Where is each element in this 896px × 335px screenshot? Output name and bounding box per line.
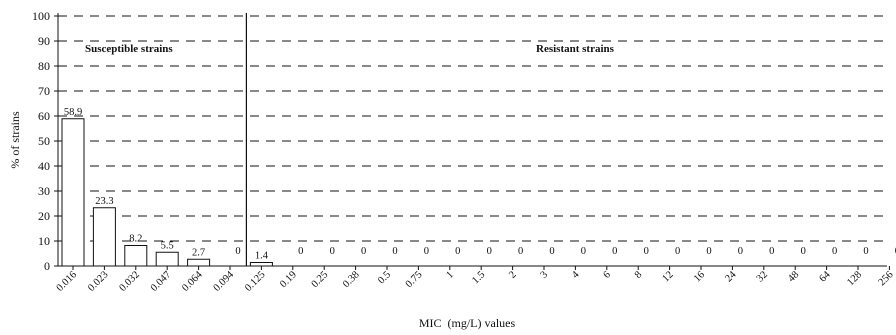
x-tick-label: 1 xyxy=(444,269,455,280)
data-label: 0 xyxy=(769,246,774,257)
data-label: 2.7 xyxy=(192,247,205,258)
data-label: 0 xyxy=(675,246,680,257)
y-tick-label: 10 xyxy=(38,234,50,248)
y-tick-label: 80 xyxy=(38,59,50,73)
x-tick-label: 0.19 xyxy=(278,269,299,290)
bars xyxy=(61,118,273,267)
x-tick-label: 0.38 xyxy=(341,269,362,290)
data-label: 1.4 xyxy=(255,251,269,262)
x-tick-label: 128 xyxy=(845,269,864,288)
bar-0.064 xyxy=(187,258,211,267)
data-label: 8.2 xyxy=(129,234,142,245)
x-tick-label: 0.032 xyxy=(117,269,141,293)
axes xyxy=(54,13,890,270)
data-label: 0 xyxy=(895,246,896,257)
x-axis-title: MIC (mg/L) values xyxy=(419,316,516,330)
data-label: 0 xyxy=(424,246,429,257)
x-tick-label: 0.023 xyxy=(86,269,110,293)
x-tick-label: 24 xyxy=(723,269,739,285)
data-label: 0 xyxy=(392,246,397,257)
y-tick-label: 0 xyxy=(44,259,50,273)
data-label: 0 xyxy=(581,246,586,257)
data-label: 0 xyxy=(330,246,335,257)
y-tick-label: 40 xyxy=(38,159,50,173)
gridlines xyxy=(58,15,887,242)
x-tick-label: 32 xyxy=(755,269,770,284)
bar-0.032 xyxy=(124,245,148,267)
x-tick-label: 4 xyxy=(570,269,582,281)
y-tick-label: 90 xyxy=(38,34,50,48)
x-tick-label: 0.5 xyxy=(376,269,393,286)
data-label: 5.5 xyxy=(161,240,174,251)
x-tick-label: 64 xyxy=(818,269,834,285)
data-label: 0 xyxy=(487,246,492,257)
y-tick-label: 70 xyxy=(38,84,50,98)
y-tick-label: 30 xyxy=(38,184,50,198)
data-label: 0 xyxy=(738,246,743,257)
y-axis-title: % of strains xyxy=(8,111,22,169)
bar-0.125 xyxy=(249,262,273,267)
data-label: 0 xyxy=(801,246,806,257)
x-tick-label: 0.047 xyxy=(149,269,173,293)
x-tick-label: 48 xyxy=(786,269,801,284)
x-tick-label: 256 xyxy=(877,269,896,288)
region-label-resistant: Resistant strains xyxy=(536,43,615,55)
x-tick-labels: 0.016 0.023 0.032 0.047 0.064 0.094 0.125 0.19 0… xyxy=(55,269,896,294)
data-label: 23.3 xyxy=(95,196,113,207)
data-label: 0 xyxy=(298,246,303,257)
data-label: 0 xyxy=(455,246,460,257)
x-tick-label: 0.016 xyxy=(55,269,79,293)
x-tick-label: 16 xyxy=(692,269,707,284)
x-tick-label: 2 xyxy=(507,269,518,280)
data-label: 0 xyxy=(863,246,868,257)
bar-0.047 xyxy=(155,251,179,267)
x-tick-label: 0.25 xyxy=(310,269,331,290)
region-label-susceptible: Susceptible strains xyxy=(85,43,173,55)
y-tick-label: 20 xyxy=(38,209,50,223)
x-tick-label: 8 xyxy=(633,269,644,280)
x-tick-label: 0.064 xyxy=(180,269,205,294)
bar-0.016 xyxy=(61,118,85,267)
x-tick-label: 3 xyxy=(539,269,550,280)
x-tick-label: 1.5 xyxy=(470,269,487,286)
x-tick-label: 6 xyxy=(601,269,612,280)
y-tick-label: 100 xyxy=(32,9,50,23)
data-label: 0 xyxy=(832,246,837,257)
data-label: 0 xyxy=(612,246,617,257)
value-labels: 58.9 23.3 8.2 5.5 2.7 0 1.4 0 0 0 0 0 0 0 0 0 0 0 0 0 0 0 0 0 0 0… xyxy=(64,107,896,262)
bar-0.023 xyxy=(92,207,116,267)
data-label: 0 xyxy=(235,246,240,257)
data-label: 0 xyxy=(549,246,554,257)
x-tick-label: 0.094 xyxy=(212,269,237,294)
x-tick-label: 0.75 xyxy=(404,269,425,290)
data-label: 0 xyxy=(644,246,649,257)
data-label: 0 xyxy=(518,246,523,257)
x-tick-label: 12 xyxy=(661,269,676,284)
data-label: 0 xyxy=(361,246,366,257)
data-label: 58.9 xyxy=(64,107,82,118)
y-tick-labels: 0 10 20 30 40 50 60 70 80 90 100 xyxy=(32,9,50,273)
data-label: 0 xyxy=(706,246,711,257)
y-tick-label: 60 xyxy=(38,109,50,123)
y-tick-label: 50 xyxy=(38,134,50,148)
x-tick-label: 0.125 xyxy=(243,269,267,293)
